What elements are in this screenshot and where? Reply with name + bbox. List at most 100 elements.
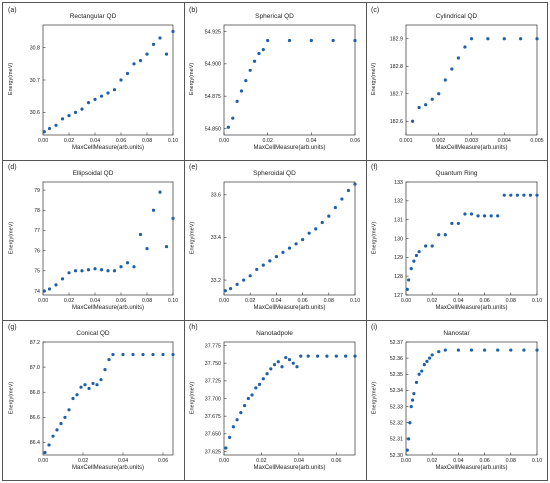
plot-frame (42, 341, 174, 456)
x-axis-label: MaxCellMeasure(arb.units) (435, 465, 508, 471)
data-point (80, 269, 84, 273)
data-point (424, 103, 428, 107)
scatter-plot: 0.00 0.02 0.04 0.06 54.850 54.875 54.900 54.925 (205, 24, 360, 144)
data-point (228, 435, 232, 439)
data-point (226, 125, 230, 129)
x-tick-label: 0.002 (432, 138, 445, 144)
data-point (83, 383, 87, 387)
data-point (522, 193, 526, 197)
y-tick-label: 33.6 (211, 193, 221, 199)
x-tick-label: 0.06 (116, 298, 126, 304)
data-point (427, 356, 432, 360)
data-point (86, 101, 91, 105)
column-divider (366, 3, 367, 480)
data-point (171, 352, 175, 357)
data-point (47, 126, 52, 131)
data-point (268, 259, 272, 263)
data-point (266, 38, 270, 43)
data-point (287, 358, 292, 362)
x-tick-label: 0.00 (401, 458, 411, 464)
x-axis-label: MaxCellMeasure(arb.units) (253, 305, 326, 311)
x-tick-label: 0.04 (90, 138, 100, 144)
data-point (476, 214, 480, 218)
data-point (353, 354, 357, 358)
data-point (250, 393, 254, 397)
data-point (535, 348, 539, 352)
data-point (261, 263, 265, 267)
data-point (42, 130, 46, 134)
scatter-plot: 0.00 0.02 0.04 0.06 86.4 86.6 86.8 87.0 87.2 (30, 340, 175, 464)
data-point (299, 354, 303, 358)
x-tick-label: 0.04 (306, 138, 316, 144)
data-point (437, 350, 441, 354)
data-point (280, 365, 284, 369)
y-tick-label: 54.900 (205, 62, 221, 68)
data-point (291, 361, 295, 365)
data-point (333, 205, 337, 210)
x-tick-label: 0.02 (427, 298, 437, 304)
x-tick-label: 0.02 (64, 298, 74, 304)
data-point (287, 38, 292, 43)
data-point (314, 227, 318, 231)
data-point (417, 250, 421, 254)
row-divider (3, 160, 547, 161)
data-point (246, 396, 250, 401)
plot-frame (223, 181, 356, 296)
y-tick-label: 182.9 (390, 37, 403, 43)
data-point (284, 355, 288, 360)
data-point (443, 348, 447, 352)
data-point (51, 434, 55, 438)
data-point (519, 37, 523, 41)
x-tick-label: 0.04 (118, 458, 128, 464)
data-point (145, 246, 149, 251)
data-point (409, 267, 413, 271)
data-point (325, 354, 329, 358)
data-point (106, 91, 110, 95)
x-tick-label: 0.02 (78, 458, 88, 464)
data-point (151, 208, 156, 212)
y-tick-label: 30.7 (30, 78, 40, 84)
data-point (509, 348, 513, 352)
data-point (450, 221, 454, 226)
data-point (443, 78, 447, 82)
x-tick-label: 0.02 (263, 138, 273, 144)
y-axis-label: Energy(meV) (189, 62, 195, 96)
data-point (79, 385, 83, 389)
data-point (430, 353, 434, 357)
y-axis-label: Energy(meV) (371, 62, 377, 96)
x-tick-label: 0.06 (479, 458, 489, 464)
data-point (164, 244, 169, 249)
x-tick-label: 0.04 (271, 298, 281, 304)
data-point (483, 348, 487, 352)
panel-label: (h) (189, 324, 198, 331)
data-point (320, 220, 324, 225)
data-point (276, 360, 280, 364)
data-point (515, 193, 519, 197)
data-point (244, 79, 248, 83)
y-tick-label: 133 (394, 180, 403, 186)
x-tick-label: 0.02 (64, 138, 74, 144)
data-point (164, 52, 169, 56)
data-point (331, 38, 335, 43)
y-tick-label: 74 (34, 289, 40, 295)
y-tick-label: 37.750 (205, 361, 221, 367)
data-point (228, 287, 233, 291)
data-point (430, 97, 434, 101)
panel-b: (b) Spherical QD 0.00 0.02 0.04 0.06 54.850 54.… (184, 3, 365, 159)
data-point (295, 365, 299, 369)
data-point (450, 67, 454, 71)
data-point (340, 197, 344, 201)
data-point (125, 261, 130, 265)
data-point (47, 287, 52, 291)
data-point (254, 386, 258, 390)
scatter-plot: 0.001 0.002 0.003 0.004 0.005 182.6 182.7 182.8… (390, 24, 544, 144)
data-point (327, 214, 331, 218)
data-point (509, 193, 513, 197)
y-tick-label: 79 (34, 188, 40, 194)
x-tick-label: 0.08 (142, 298, 152, 304)
y-tick-label: 52.36 (390, 356, 403, 362)
x-tick-label: 0.02 (245, 298, 255, 304)
data-point (121, 352, 125, 357)
x-tick-label: 0.08 (506, 298, 516, 304)
data-point (99, 94, 104, 98)
